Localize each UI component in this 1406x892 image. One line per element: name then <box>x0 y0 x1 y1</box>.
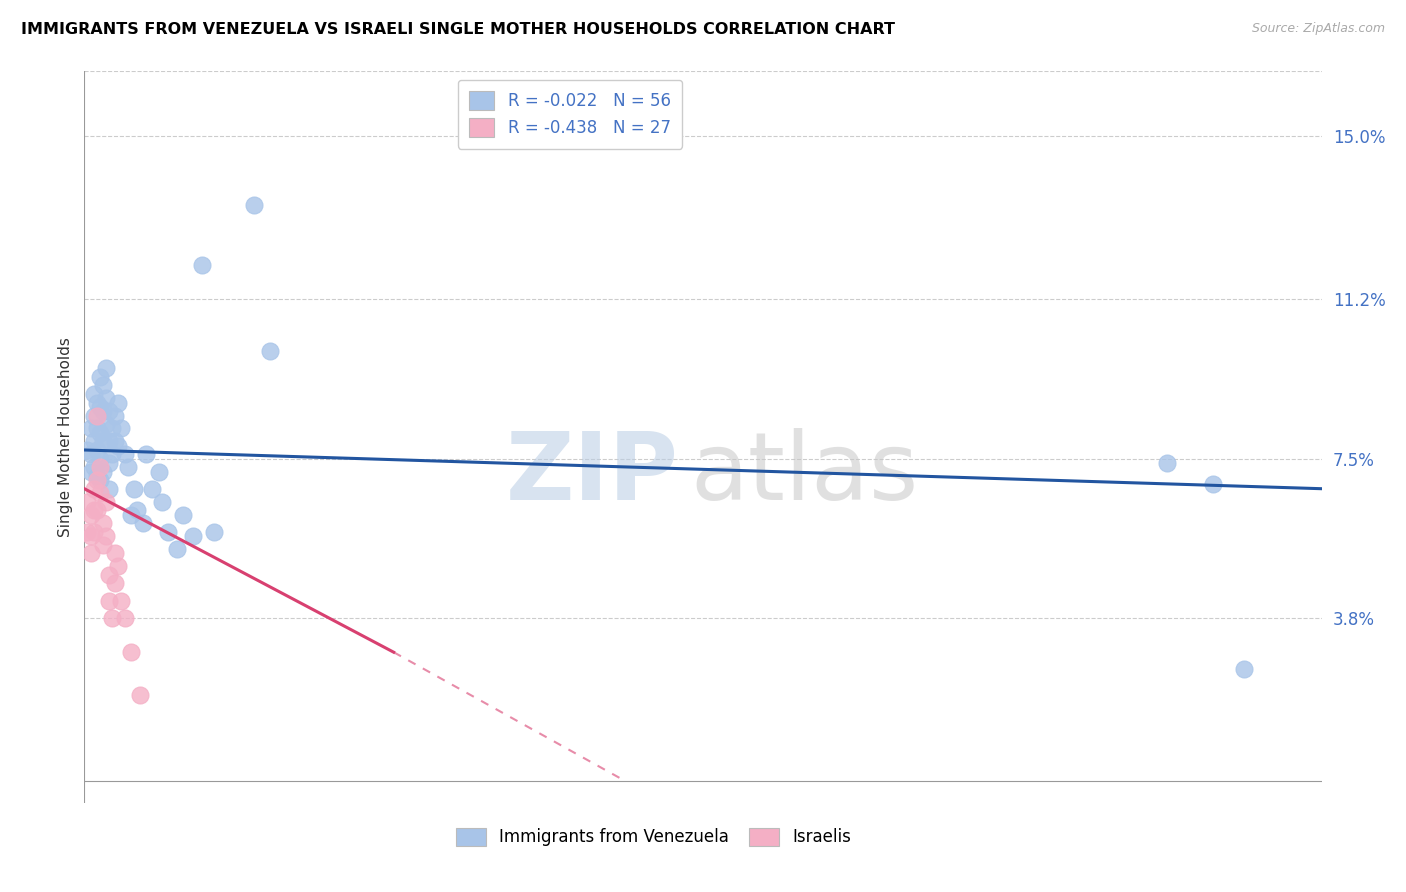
Point <box>94 494 117 508</box>
Point <box>83 434 105 449</box>
Point <box>83 387 105 401</box>
Point <box>114 611 136 625</box>
Point <box>104 409 127 423</box>
Point <box>79 421 101 435</box>
Point <box>104 576 127 591</box>
Point <box>1233 662 1256 676</box>
Point <box>86 503 108 517</box>
Point <box>259 344 281 359</box>
Point <box>94 361 117 376</box>
Point <box>117 460 139 475</box>
Point <box>114 447 136 461</box>
Point <box>101 421 124 435</box>
Point <box>202 524 225 539</box>
Point <box>98 567 121 582</box>
Point <box>98 482 121 496</box>
Point <box>166 541 188 556</box>
Point <box>110 421 132 435</box>
Point <box>132 516 155 530</box>
Point <box>191 258 214 272</box>
Text: atlas: atlas <box>690 427 920 520</box>
Point <box>86 473 108 487</box>
Point <box>98 434 121 449</box>
Point <box>98 404 121 418</box>
Point <box>86 409 108 423</box>
Text: Source: ZipAtlas.com: Source: ZipAtlas.com <box>1251 22 1385 36</box>
Point <box>83 524 105 539</box>
Point <box>94 392 117 406</box>
Point <box>243 198 266 212</box>
Point <box>125 503 148 517</box>
Point <box>91 404 114 418</box>
Point <box>91 378 114 392</box>
Point <box>120 645 142 659</box>
Point <box>89 486 111 500</box>
Point <box>89 400 111 414</box>
Point <box>79 546 101 560</box>
Point <box>104 434 127 449</box>
Point <box>135 447 157 461</box>
Text: IMMIGRANTS FROM VENEZUELA VS ISRAELI SINGLE MOTHER HOUSEHOLDS CORRELATION CHART: IMMIGRANTS FROM VENEZUELA VS ISRAELI SIN… <box>21 22 896 37</box>
Point <box>110 593 132 607</box>
Point <box>76 524 98 539</box>
Point <box>89 473 111 487</box>
Text: ZIP: ZIP <box>505 427 678 520</box>
Point <box>86 395 108 409</box>
Point <box>94 529 117 543</box>
Point <box>1202 477 1225 491</box>
Point <box>79 465 101 479</box>
Legend: Immigrants from Venezuela, Israelis: Immigrants from Venezuela, Israelis <box>449 821 858 853</box>
Point <box>107 559 129 574</box>
Point <box>91 465 114 479</box>
Point <box>148 465 170 479</box>
Point <box>122 482 145 496</box>
Point <box>79 447 101 461</box>
Point <box>76 494 98 508</box>
Point <box>86 421 108 435</box>
Point <box>86 442 108 457</box>
Point <box>129 688 152 702</box>
Point <box>104 546 127 560</box>
Point <box>107 395 129 409</box>
Point <box>91 538 114 552</box>
Point <box>172 508 194 522</box>
Point <box>107 439 129 453</box>
Point <box>89 425 111 440</box>
Point <box>83 460 105 475</box>
Point <box>98 456 121 470</box>
Point <box>156 524 179 539</box>
Point <box>86 468 108 483</box>
Point <box>181 529 204 543</box>
Point <box>83 482 105 496</box>
Point <box>89 369 111 384</box>
Point <box>91 516 114 530</box>
Point <box>89 460 111 475</box>
Point <box>1156 456 1178 470</box>
Point <box>150 494 173 508</box>
Point <box>91 434 114 449</box>
Point <box>101 447 124 461</box>
Point <box>79 508 101 522</box>
Point <box>83 409 105 423</box>
Point <box>79 529 101 543</box>
Point <box>141 482 163 496</box>
Point <box>98 593 121 607</box>
Point <box>83 503 105 517</box>
Y-axis label: Single Mother Households: Single Mother Households <box>58 337 73 537</box>
Point <box>94 417 117 432</box>
Point <box>120 508 142 522</box>
Point <box>89 451 111 466</box>
Point <box>76 442 98 457</box>
Point <box>101 611 124 625</box>
